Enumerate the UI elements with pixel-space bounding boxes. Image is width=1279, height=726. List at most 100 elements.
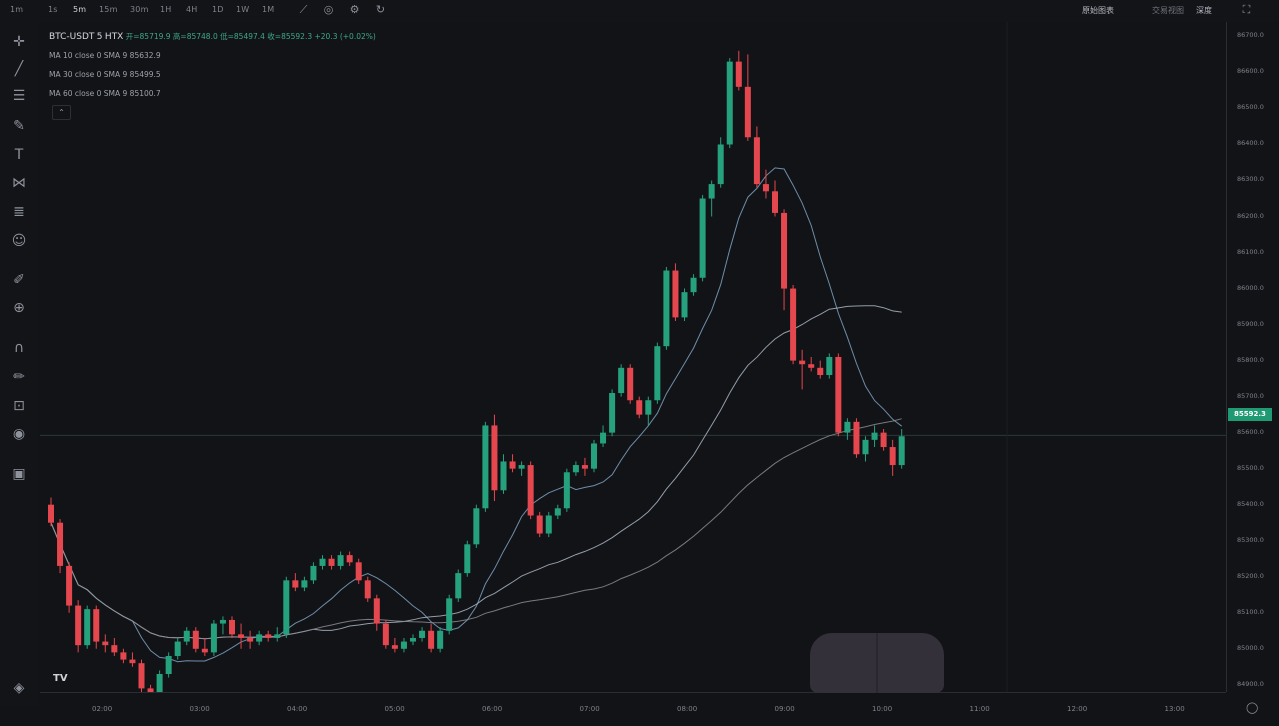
- fib-icon[interactable]: ≣: [13, 204, 25, 220]
- candle[interactable]: [871, 425, 878, 448]
- layers-icon[interactable]: ◈: [13, 680, 25, 696]
- candle[interactable]: [75, 600, 82, 653]
- pattern-icon[interactable]: ⋈: [12, 175, 26, 191]
- candle[interactable]: [328, 555, 335, 570]
- candle[interactable]: [509, 454, 516, 473]
- candle[interactable]: [93, 605, 100, 649]
- candle[interactable]: [419, 627, 426, 642]
- candle[interactable]: [636, 396, 643, 419]
- candle[interactable]: [183, 627, 190, 646]
- candle[interactable]: [201, 637, 208, 656]
- candle[interactable]: [491, 414, 498, 502]
- candle[interactable]: [437, 627, 444, 653]
- crosshair-icon[interactable]: ✛: [13, 34, 25, 50]
- candle[interactable]: [274, 627, 281, 642]
- candle[interactable]: [744, 54, 751, 141]
- legend-ma10[interactable]: MA 10 close 0 SMA 9 85632.9: [49, 51, 161, 60]
- candle[interactable]: [554, 504, 561, 520]
- candle[interactable]: [210, 619, 217, 656]
- text-tool-icon[interactable]: T: [14, 147, 24, 163]
- candle[interactable]: [391, 637, 398, 653]
- candle[interactable]: [337, 551, 344, 570]
- candle[interactable]: [382, 619, 389, 649]
- candle[interactable]: [355, 558, 362, 584]
- timeframe-1d[interactable]: 1D: [212, 5, 224, 14]
- candle[interactable]: [500, 454, 507, 494]
- candle[interactable]: [464, 540, 471, 577]
- candle[interactable]: [428, 623, 435, 653]
- candle[interactable]: [48, 497, 54, 527]
- candle[interactable]: [844, 418, 851, 440]
- candle[interactable]: [681, 288, 688, 321]
- candle[interactable]: [256, 630, 263, 646]
- candle[interactable]: [400, 637, 407, 653]
- candle[interactable]: [455, 569, 462, 602]
- candle[interactable]: [283, 576, 290, 638]
- fullscreen-icon[interactable]: ⛶: [1242, 3, 1251, 16]
- candle[interactable]: [654, 342, 661, 404]
- zoom-icon[interactable]: ⊕: [13, 300, 25, 316]
- candle[interactable]: [581, 457, 588, 476]
- candle[interactable]: [518, 461, 525, 476]
- candle[interactable]: [346, 551, 353, 566]
- chart-area[interactable]: [40, 22, 1226, 692]
- candle[interactable]: [600, 425, 607, 448]
- candle[interactable]: [572, 461, 579, 476]
- lock-drawing-icon[interactable]: ✏: [13, 369, 25, 385]
- indicators-icon[interactable]: ◎: [323, 3, 334, 16]
- candle[interactable]: [609, 389, 616, 437]
- price-axis[interactable]: 86700.0 86600.0 86500.0 86400.0 86300.0 86200…: [1226, 22, 1279, 692]
- emoji-icon[interactable]: ☺: [11, 233, 27, 249]
- candle[interactable]: [174, 637, 181, 660]
- magnet-icon[interactable]: ∩: [13, 340, 25, 356]
- timeframe-4h[interactable]: 4H: [186, 5, 198, 14]
- trend-line-icon[interactable]: ╱: [14, 61, 24, 77]
- candle[interactable]: [627, 364, 634, 404]
- candle[interactable]: [772, 180, 778, 217]
- time-axis[interactable]: 02:00 03:00 04:00 05:00 06:00 07:00 08:00 09:00…: [40, 692, 1226, 726]
- candle[interactable]: [165, 652, 172, 678]
- candle[interactable]: [817, 360, 824, 379]
- collapse-legend-button[interactable]: ⌃: [52, 105, 71, 120]
- candle[interactable]: [147, 684, 154, 692]
- candle[interactable]: [238, 623, 245, 649]
- candle[interactable]: [247, 630, 254, 649]
- ruler-icon[interactable]: ✐: [13, 272, 25, 288]
- settings-icon[interactable]: ⚙: [349, 3, 360, 16]
- candle[interactable]: [790, 284, 797, 365]
- candle[interactable]: [645, 396, 652, 426]
- candle[interactable]: [663, 266, 670, 350]
- candle[interactable]: [853, 418, 860, 458]
- legend-ma60[interactable]: MA 60 close 0 SMA 9 85100.7: [49, 89, 161, 98]
- trash-icon[interactable]: ▣: [12, 466, 26, 482]
- candle[interactable]: [192, 627, 199, 653]
- candle[interactable]: [826, 353, 833, 379]
- horizontal-lines-icon[interactable]: ☰: [12, 88, 26, 104]
- timeframe-15m[interactable]: 15m: [99, 5, 118, 14]
- candle[interactable]: [292, 573, 299, 592]
- candle[interactable]: [835, 353, 842, 437]
- candle[interactable]: [229, 616, 235, 638]
- view-original[interactable]: 原始图表: [1082, 6, 1114, 15]
- candle[interactable]: [473, 504, 480, 548]
- timeframe-1w[interactable]: 1W: [236, 5, 250, 14]
- candle[interactable]: [889, 439, 896, 476]
- candle[interactable]: [545, 511, 552, 538]
- candle[interactable]: [120, 648, 127, 664]
- candle[interactable]: [762, 169, 769, 199]
- candle[interactable]: [310, 562, 317, 584]
- candle[interactable]: [753, 126, 760, 188]
- visibility-icon[interactable]: ◉: [12, 426, 26, 442]
- view-trading[interactable]: 交易视图: [1152, 6, 1184, 15]
- candle[interactable]: [563, 468, 570, 512]
- axis-settings-icon[interactable]: ◯: [1246, 701, 1259, 714]
- candle[interactable]: [898, 429, 905, 469]
- candle[interactable]: [717, 137, 724, 188]
- candle[interactable]: [591, 439, 597, 473]
- candle[interactable]: [672, 263, 679, 321]
- candle[interactable]: [57, 519, 64, 574]
- view-depth[interactable]: 深度: [1196, 6, 1212, 15]
- candle[interactable]: [482, 421, 489, 512]
- candle[interactable]: [84, 605, 91, 649]
- candle[interactable]: [265, 630, 272, 642]
